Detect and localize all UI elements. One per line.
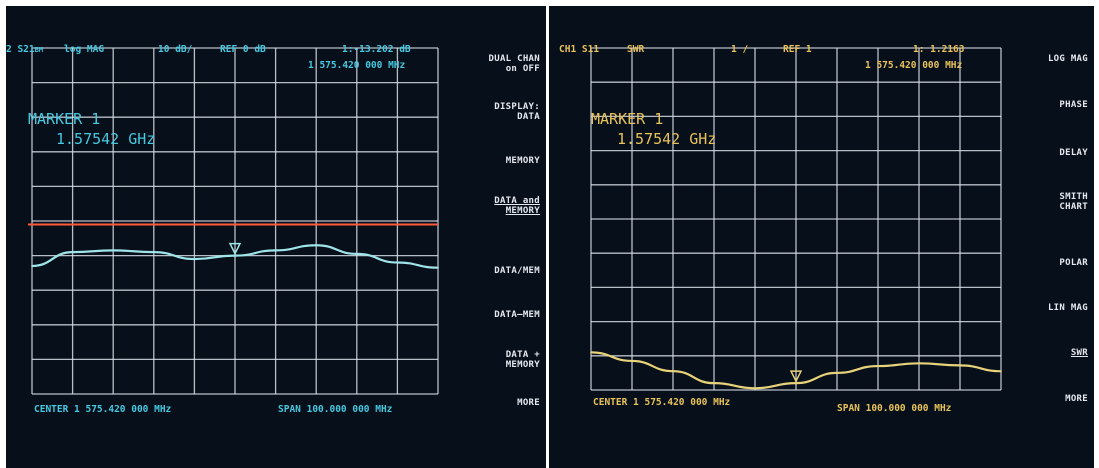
trace-point — [396, 261, 399, 264]
scale-label: 1 ∕ — [731, 44, 749, 55]
softkey-smith-chart[interactable]: SMITH CHART — [1059, 192, 1088, 212]
trace-point — [754, 387, 756, 390]
trace-point — [918, 362, 920, 365]
trace-point — [71, 251, 74, 253]
trace-point — [959, 364, 961, 367]
ref-label: REF 0 dB — [220, 44, 266, 55]
marker-value: 1.57542 GHz — [617, 130, 717, 148]
trace-point — [274, 249, 277, 252]
center-frequency: CENTER 1 575.420 000 MHz — [593, 397, 731, 408]
marker-triangle — [789, 370, 803, 383]
softkey-dual-chan[interactable]: DUAL CHAN on OFF — [488, 54, 540, 74]
marker-readout: 1: 1.2163 — [913, 44, 965, 55]
trace-point — [356, 253, 358, 255]
softkey-more[interactable]: MORE — [1065, 394, 1088, 404]
marker-frequency-readout: 1 575.420 000 MHz — [308, 60, 406, 71]
softkey-memory[interactable]: MEMORY — [505, 156, 540, 166]
trace-point — [31, 265, 33, 267]
channel-label: 2 S21BM — [6, 44, 44, 55]
softkey-data-minus-mem[interactable]: DATA–MEM — [494, 310, 540, 320]
trace-point — [315, 244, 318, 247]
s21-plot — [28, 47, 439, 395]
softkey-polar[interactable]: POLAR — [1059, 258, 1088, 268]
trace-point — [1000, 370, 1002, 372]
trace-point — [112, 249, 114, 252]
s21-display-panel: 2 S21BM log MAG 10 dB/ REF 0 dB 1:-13.20… — [6, 6, 546, 468]
s11-display-panel: CH1 S11 SWR 1 ∕ REF 1 1: 1.2163 1 575.42… — [549, 6, 1094, 468]
s11-plot — [590, 47, 1002, 391]
softkey-delay[interactable]: DELAY — [1059, 148, 1088, 158]
marker-frequency-readout: 1 575.420 000 MHz — [865, 60, 963, 71]
softkey-display-data[interactable]: DISPLAY: DATA — [494, 102, 540, 122]
softkey-phase[interactable]: PHASE — [1059, 100, 1088, 110]
marker-value: 1.57542 GHz — [56, 130, 156, 148]
scale-label: 10 dB/ — [158, 44, 193, 55]
trace-point — [836, 372, 838, 374]
channel-label: CH1 S11 — [559, 44, 600, 55]
softkey-lin-mag[interactable]: LIN MAG — [1047, 303, 1088, 313]
format-label: SWR — [627, 44, 645, 55]
marker-title: MARKER 1 — [28, 110, 101, 128]
trace-point — [631, 360, 633, 362]
marker-readout: 1:-13.202 dB — [342, 44, 411, 55]
softkey-data-and-memory[interactable]: DATA and MEMORY — [494, 196, 540, 216]
ref-label: REF 1 — [783, 44, 812, 55]
trace-point — [437, 266, 439, 269]
span-frequency: SPAN 100.000 000 MHz — [278, 404, 393, 415]
span-frequency: SPAN 100.000 000 MHz — [837, 403, 952, 414]
trace-point — [713, 382, 715, 384]
center-frequency: CENTER 1 575.420 000 MHz — [34, 404, 172, 415]
format-label: log MAG — [64, 44, 105, 55]
trace-point — [877, 365, 879, 367]
marker-triangle — [228, 242, 242, 256]
trace-point — [193, 258, 196, 260]
marker-title: MARKER 1 — [591, 110, 664, 128]
softkey-data-plus-memory[interactable]: DATA + MEMORY — [505, 350, 540, 370]
softkey-data-div-mem[interactable]: DATA/MEM — [494, 266, 540, 276]
softkey-more[interactable]: MORE — [517, 398, 540, 408]
trace-point — [153, 251, 155, 253]
trace-point — [590, 351, 592, 354]
softkey-log-mag[interactable]: LOG MAG — [1047, 54, 1088, 64]
softkey-swr[interactable]: SWR — [1070, 348, 1088, 358]
trace-point — [672, 370, 674, 372]
